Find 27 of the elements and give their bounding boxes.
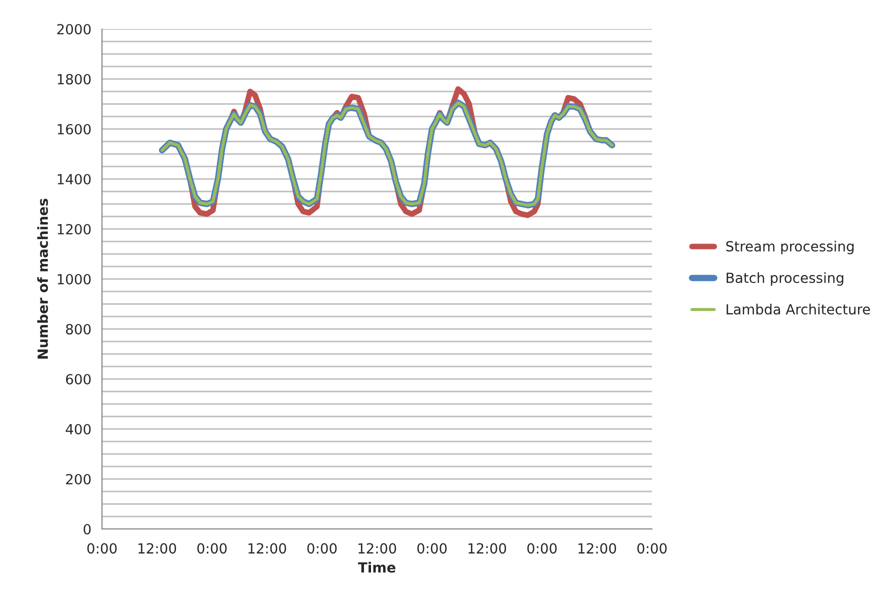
y-tick-label: 600: [66, 374, 91, 384]
x-tick-label: 0:00: [197, 543, 227, 554]
x-axis-title: Time: [358, 562, 396, 573]
y-tick-label: 1400: [58, 174, 91, 184]
x-tick-label: 12:00: [578, 543, 616, 554]
x-tick-label: 12:00: [138, 543, 176, 554]
x-tick-label: 0:00: [527, 543, 557, 554]
y-tick-label: 0: [84, 524, 91, 534]
x-tick-label: 0:00: [307, 543, 337, 554]
legend-label: Batch processing: [726, 272, 844, 286]
y-axis-title: Number of machines: [37, 198, 48, 359]
y-tick-label: 1600: [58, 124, 91, 134]
y-tick-label: 1000: [58, 274, 91, 284]
y-tick-label: 1200: [58, 224, 91, 234]
y-tick-label: 400: [66, 424, 91, 434]
y-tick-label: 800: [66, 324, 91, 334]
legend-label: Lambda Architecture: [726, 304, 870, 315]
x-tick-label: 0:00: [637, 543, 667, 554]
y-tick-label: 2000: [57, 24, 91, 34]
y-tick-label: 200: [66, 474, 91, 484]
x-tick-label: 12:00: [468, 543, 506, 554]
x-tick-label: 12:00: [248, 543, 286, 554]
legend-label: Stream processing: [726, 240, 854, 254]
x-tick-label: 0:00: [417, 543, 447, 554]
x-tick-label: 0:00: [87, 543, 117, 554]
x-tick-label: 12:00: [358, 543, 396, 554]
y-tick-label: 1800: [58, 74, 91, 84]
